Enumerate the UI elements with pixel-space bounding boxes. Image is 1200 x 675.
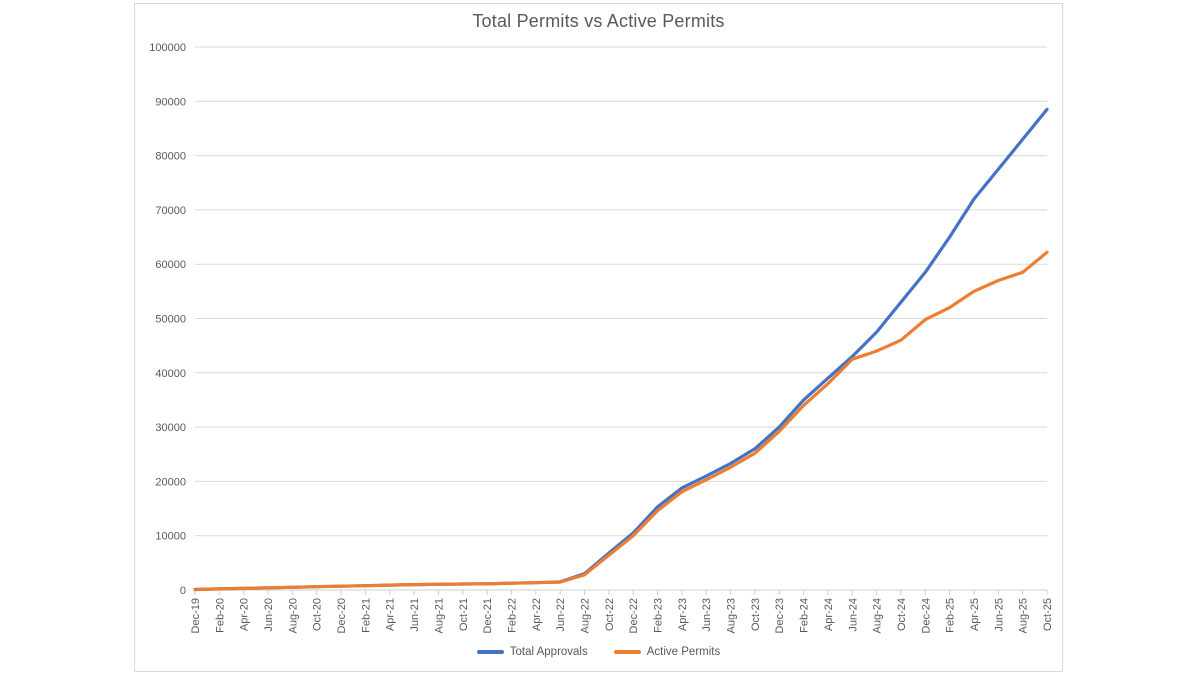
- x-axis-labels: Dec-19 Feb-20 Apr-20 Jun-20 Aug-20 Oct-20 Dec-…: [190, 598, 1054, 633]
- svg-text:Feb-25: Feb-25: [945, 598, 957, 633]
- svg-text:Oct-22: Oct-22: [604, 598, 616, 631]
- svg-text:Aug-22: Aug-22: [579, 598, 591, 633]
- svg-text:100000: 100000: [149, 42, 186, 54]
- y-axis-labels: 0 10000 20000 30000 40000 50000 60000 70000 8000…: [149, 42, 186, 597]
- svg-text:20000: 20000: [155, 476, 186, 488]
- svg-text:Oct-25: Oct-25: [1042, 598, 1054, 631]
- svg-text:Jun-23: Jun-23: [701, 598, 713, 632]
- svg-text:Aug-25: Aug-25: [1018, 598, 1030, 633]
- svg-text:Oct-23: Oct-23: [750, 598, 762, 631]
- chart-title: Total Permits vs Active Permits: [472, 11, 725, 31]
- chart-legend: Total Approvals Active Permits: [134, 646, 1063, 658]
- svg-text:Feb-23: Feb-23: [653, 598, 665, 633]
- svg-text:Feb-21: Feb-21: [360, 598, 372, 633]
- svg-text:Jun-24: Jun-24: [847, 598, 859, 632]
- svg-text:Oct-20: Oct-20: [312, 598, 324, 631]
- svg-text:Dec-21: Dec-21: [482, 598, 494, 633]
- svg-text:30000: 30000: [155, 422, 186, 434]
- legend-label-total-approvals: Total Approvals: [509, 646, 588, 658]
- svg-text:Aug-24: Aug-24: [872, 598, 884, 633]
- svg-text:60000: 60000: [155, 259, 186, 271]
- legend-item-active-permits: Active Permits: [613, 646, 721, 658]
- svg-text:Apr-22: Apr-22: [531, 598, 543, 631]
- svg-text:Oct-21: Oct-21: [458, 598, 470, 631]
- svg-text:Jun-20: Jun-20: [263, 598, 275, 632]
- series-line-active-permits: [193, 250, 1049, 592]
- svg-text:70000: 70000: [155, 205, 186, 217]
- svg-text:Jun-21: Jun-21: [409, 598, 421, 632]
- svg-text:Dec-23: Dec-23: [774, 598, 786, 633]
- svg-text:Dec-19: Dec-19: [190, 598, 202, 633]
- svg-text:Feb-24: Feb-24: [799, 598, 811, 633]
- svg-text:40000: 40000: [155, 368, 186, 380]
- svg-text:50000: 50000: [155, 314, 186, 326]
- svg-text:Aug-21: Aug-21: [433, 598, 445, 633]
- svg-text:Oct-24: Oct-24: [896, 598, 908, 631]
- svg-text:Jun-25: Jun-25: [993, 598, 1005, 632]
- svg-text:90000: 90000: [155, 96, 186, 108]
- svg-text:Jun-22: Jun-22: [555, 598, 567, 632]
- svg-text:10000: 10000: [155, 531, 186, 543]
- x-axis-ticks: [194, 590, 1048, 595]
- svg-text:Dec-22: Dec-22: [628, 598, 640, 633]
- svg-text:80000: 80000: [155, 151, 186, 163]
- legend-swatch-active-permits: [613, 650, 641, 654]
- legend-label-active-permits: Active Permits: [646, 646, 721, 658]
- svg-text:Apr-24: Apr-24: [823, 598, 835, 631]
- svg-text:Feb-22: Feb-22: [506, 598, 518, 633]
- svg-text:Apr-20: Apr-20: [239, 598, 251, 631]
- svg-text:Dec-24: Dec-24: [920, 598, 932, 633]
- svg-text:Apr-25: Apr-25: [969, 598, 981, 631]
- svg-text:Apr-21: Apr-21: [385, 598, 397, 631]
- svg-text:Feb-20: Feb-20: [214, 598, 226, 633]
- legend-item-total-approvals: Total Approvals: [476, 646, 588, 658]
- series-line-total-approvals: [193, 107, 1049, 592]
- svg-text:Apr-23: Apr-23: [677, 598, 689, 631]
- svg-text:Dec-20: Dec-20: [336, 598, 348, 633]
- y-gridlines: [195, 46, 1047, 591]
- svg-text:Aug-23: Aug-23: [726, 598, 738, 633]
- legend-swatch-total-approvals: [476, 650, 504, 654]
- svg-text:Aug-20: Aug-20: [287, 598, 299, 633]
- svg-text:0: 0: [180, 585, 186, 597]
